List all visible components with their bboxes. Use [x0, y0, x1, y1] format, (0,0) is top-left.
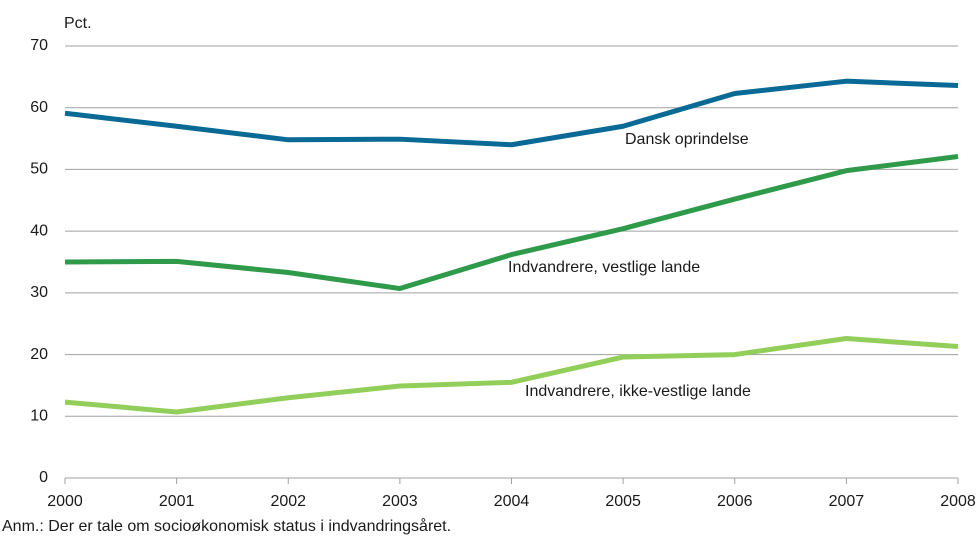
y-tick-label: 0 [39, 469, 48, 486]
x-tick-label: 2007 [829, 493, 865, 510]
y-tick-label: 70 [30, 37, 48, 54]
note: Anm.: Der er tale om socioøkonomisk stat… [2, 517, 451, 535]
x-tick-label: 2006 [717, 493, 753, 510]
series-label: Indvandrere, ikke-vestlige lande [525, 383, 751, 400]
y-tick-label: 60 [30, 99, 48, 116]
series-line [64, 153, 959, 292]
y-tick-label: 30 [30, 284, 48, 301]
y-tick-label: 10 [30, 408, 48, 425]
series-line [64, 78, 959, 148]
y-tick-label: 20 [30, 346, 48, 363]
y-tick-label: 50 [30, 161, 48, 178]
x-tick-label: 2004 [494, 493, 530, 510]
x-tick-label: 2005 [605, 493, 641, 510]
y-tick-label: 40 [30, 222, 48, 239]
series-line [64, 336, 959, 415]
x-tick-label: 2000 [47, 493, 83, 510]
x-tick-label: 2002 [270, 493, 306, 510]
y-axis-label: Pct. [64, 15, 92, 32]
series-label: Indvandrere, vestlige lande [508, 259, 700, 276]
x-tick-label: 2008 [940, 493, 976, 510]
x-tick-label: 2001 [159, 493, 195, 510]
series-label: Dansk oprindelse [625, 131, 749, 148]
x-tick-label: 2003 [382, 493, 418, 510]
